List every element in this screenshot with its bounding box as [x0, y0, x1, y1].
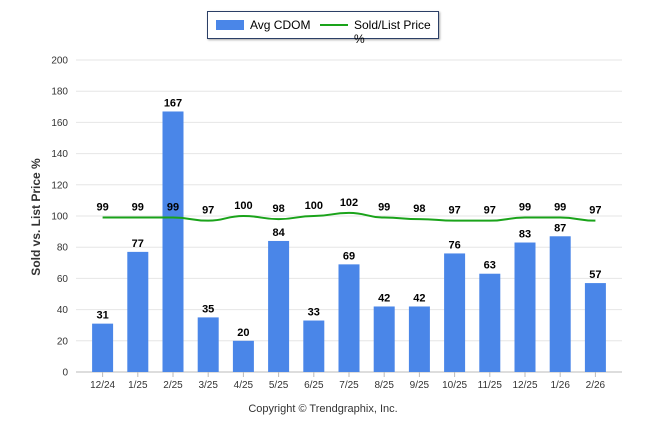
x-tick-label: 3/25 [198, 380, 218, 391]
line-value-label: 99 [132, 202, 144, 214]
y-axis-ticks: 0 20 40 60 80 100 120 140 160 180 200 [51, 56, 68, 379]
copyright: Copyright © Trendgraphix, Inc. [248, 403, 398, 415]
y-axis-title: Sold vs. List Price % [29, 158, 43, 276]
line-value-label: 99 [96, 202, 108, 214]
x-tick-label: 7/25 [339, 380, 359, 391]
bar-value-label: 84 [272, 227, 285, 239]
bar-value-label: 76 [448, 239, 460, 251]
x-tick-label: 12/25 [512, 380, 537, 391]
x-tick-label: 1/26 [550, 380, 570, 391]
x-tick-label: 8/25 [374, 380, 394, 391]
bar-value-label: 31 [96, 310, 108, 322]
x-tick-label: 6/25 [304, 380, 324, 391]
legend: Avg CDOM Sold/List Price % [207, 11, 439, 46]
x-tick-label: 2/25 [163, 380, 183, 391]
bar [303, 320, 325, 372]
y-tick-label: 60 [57, 274, 69, 285]
line-value-label: 99 [519, 202, 531, 214]
bar [479, 273, 501, 372]
bar-value-label: 167 [164, 97, 182, 109]
x-tick-label: 5/25 [269, 380, 289, 391]
data-labels: 31 77 167 35 20 84 33 69 42 42 76 63 83 87 57 99 99 99 97 1… [96, 97, 601, 338]
bar [584, 283, 606, 372]
line-value-label: 100 [234, 200, 252, 212]
bar [268, 240, 290, 372]
x-tick-label: 4/25 [234, 380, 254, 391]
line-value-label: 98 [413, 203, 425, 215]
bar-value-label: 69 [343, 250, 355, 262]
line-value-label: 99 [378, 202, 390, 214]
bar [408, 306, 430, 372]
bar-value-label: 77 [132, 238, 144, 250]
y-tick-label: 0 [62, 368, 68, 379]
line-value-label: 99 [554, 202, 566, 214]
bar-value-label: 33 [308, 307, 320, 319]
y-tick-label: 40 [57, 305, 69, 316]
bar [338, 264, 360, 372]
legend-bar-swatch [216, 20, 244, 30]
y-tick-label: 100 [51, 212, 68, 223]
line-value-label: 100 [305, 200, 323, 212]
bar [549, 236, 571, 372]
bar-value-label: 20 [237, 327, 249, 339]
bar-value-label: 35 [202, 303, 214, 315]
line-value-label: 97 [484, 205, 496, 217]
line-value-label: 99 [167, 202, 179, 214]
x-tick-label: 10/25 [442, 380, 467, 391]
bar-value-label: 83 [519, 229, 531, 241]
y-tick-label: 120 [51, 180, 68, 191]
bar [232, 340, 254, 372]
bar-value-label: 87 [554, 222, 566, 234]
bar-value-label: 42 [413, 292, 425, 304]
x-tick-label: 1/25 [128, 380, 148, 391]
line-value-label: 98 [272, 203, 284, 215]
bar [162, 111, 184, 372]
legend-line-label: Sold/List Price % [354, 18, 431, 46]
x-tick-label: 11/25 [478, 380, 503, 391]
bar [514, 242, 536, 372]
y-tick-label: 160 [51, 118, 68, 129]
bar-value-label: 57 [589, 269, 601, 281]
y-tick-label: 140 [51, 149, 68, 160]
x-tick-label: 12/24 [90, 380, 115, 391]
y-tick-label: 80 [57, 243, 69, 254]
line-value-label: 97 [448, 205, 460, 217]
line-value-label: 97 [202, 205, 214, 217]
x-tick-label: 2/26 [586, 380, 606, 391]
y-tick-label: 180 [51, 87, 68, 98]
y-tick-label: 20 [57, 336, 69, 347]
x-tick-label: 9/25 [410, 380, 430, 391]
line-value-label: 102 [340, 197, 358, 209]
x-axis-ticks: 12/24 1/25 2/25 3/25 4/25 5/25 6/25 7/25 8/25 9/2… [90, 372, 606, 391]
line-series [102, 211, 596, 222]
bar [127, 251, 149, 372]
bar [197, 317, 219, 372]
bar [92, 323, 114, 372]
y-tick-label: 200 [51, 56, 68, 67]
legend-line-swatch [320, 24, 348, 26]
line-value-label: 97 [589, 205, 601, 217]
bar [444, 253, 466, 372]
bar-series [92, 111, 606, 372]
legend-bar-label: Avg CDOM [250, 18, 311, 32]
bar-value-label: 63 [484, 260, 496, 272]
bar [373, 306, 395, 372]
bar-value-label: 42 [378, 292, 390, 304]
